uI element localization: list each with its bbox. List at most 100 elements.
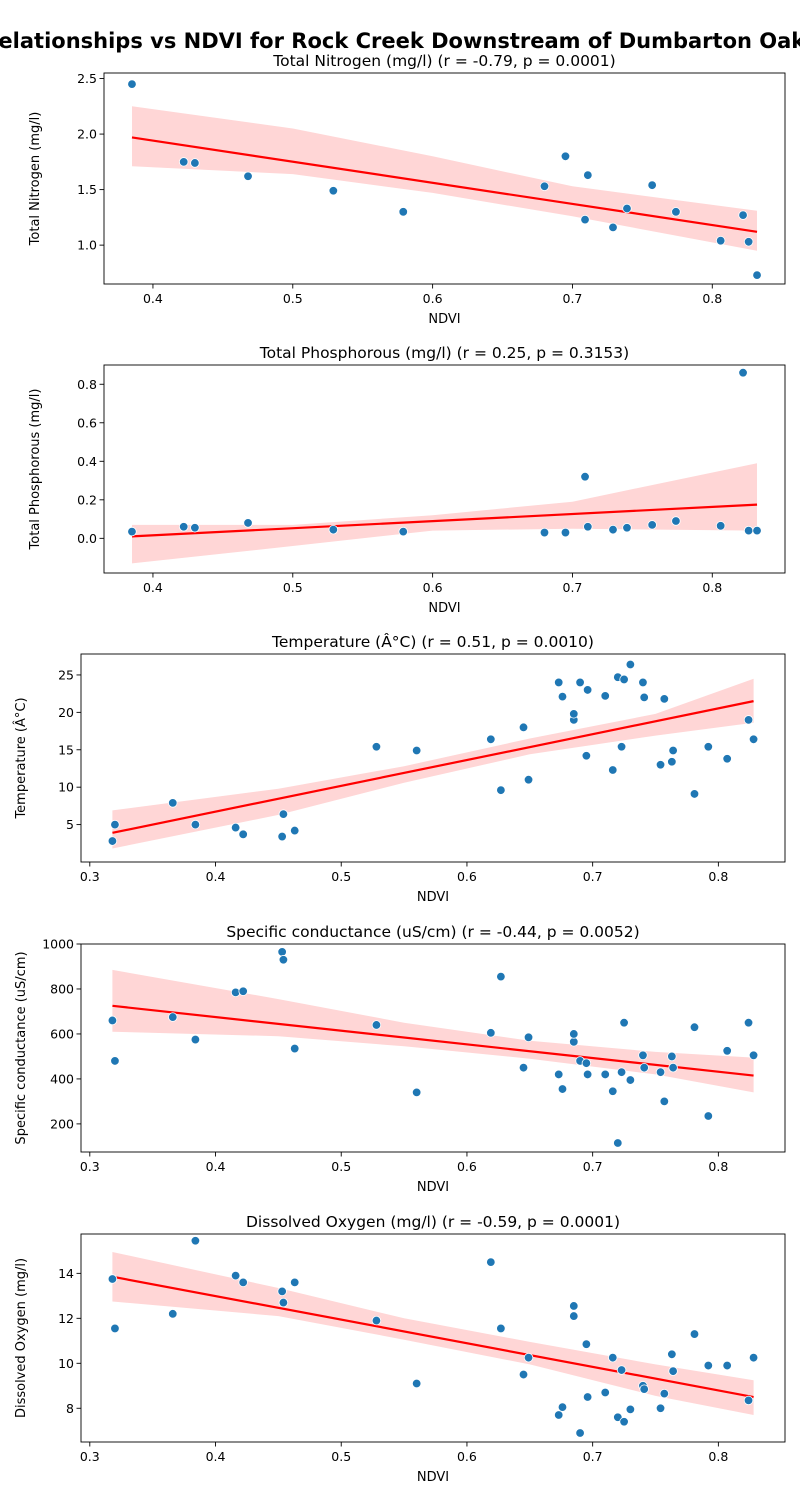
data-point xyxy=(278,1297,289,1308)
data-point xyxy=(290,1043,300,1054)
data-point xyxy=(722,754,732,764)
data-point xyxy=(168,798,178,808)
data-point xyxy=(600,1387,610,1398)
data-point xyxy=(523,1352,534,1363)
data-point xyxy=(179,522,189,532)
x-tick-label: 0.5 xyxy=(331,869,351,884)
panel-4: Specific conductance (uS/cm) (r = -0.44,… xyxy=(14,923,786,1195)
y-tick-label: 2.0 xyxy=(77,127,97,142)
y-tick-label: 8 xyxy=(66,1401,74,1416)
data-point xyxy=(496,1323,506,1334)
x-tick-label: 0.6 xyxy=(423,291,443,306)
data-point xyxy=(616,742,627,752)
data-point xyxy=(243,518,253,528)
x-tick-label: 0.3 xyxy=(80,1449,100,1464)
data-point xyxy=(398,526,408,537)
confidence-band xyxy=(112,969,754,1093)
data-point xyxy=(168,1012,178,1022)
y-tick-label: 15 xyxy=(58,742,74,757)
y-tick-label: 12 xyxy=(58,1311,74,1326)
confidence-band xyxy=(112,1252,754,1415)
data-point xyxy=(411,1087,422,1098)
data-point xyxy=(655,1067,666,1077)
data-point xyxy=(613,1138,623,1148)
data-point xyxy=(689,1022,700,1032)
y-axis-label: Temperature (Â°C) xyxy=(13,697,29,819)
panel-title: Total Nitrogen (mg/l) (r = -0.79, p = 0.… xyxy=(272,52,615,70)
x-tick-label: 0.8 xyxy=(702,580,722,595)
data-point xyxy=(557,691,568,702)
data-point xyxy=(647,520,657,530)
x-axis-label: NDVI xyxy=(428,601,460,616)
data-point xyxy=(569,709,579,719)
x-tick-label: 0.7 xyxy=(563,291,583,306)
data-point xyxy=(190,1236,201,1246)
data-point xyxy=(277,947,287,957)
data-point xyxy=(277,831,287,842)
x-tick-label: 0.8 xyxy=(708,1159,728,1174)
data-point xyxy=(107,1015,118,1026)
data-point xyxy=(722,1046,732,1056)
data-point xyxy=(190,523,200,533)
x-tick-label: 0.4 xyxy=(206,869,226,884)
data-point xyxy=(715,521,726,531)
data-point xyxy=(557,1084,568,1094)
plot-area xyxy=(107,947,759,1148)
data-point xyxy=(560,527,571,538)
data-point xyxy=(238,1277,248,1288)
data-point xyxy=(639,1062,649,1073)
data-point xyxy=(581,1058,592,1068)
data-point xyxy=(168,1309,178,1319)
data-point xyxy=(752,525,762,536)
y-tick-label: 10 xyxy=(58,1356,74,1371)
data-point xyxy=(569,1311,579,1321)
data-point xyxy=(608,524,618,535)
data-point xyxy=(647,180,657,190)
data-point xyxy=(539,527,550,538)
plot-area xyxy=(107,1236,759,1438)
data-point xyxy=(715,235,726,246)
data-point xyxy=(554,677,564,688)
confidence-band xyxy=(132,106,757,251)
y-tick-label: 200 xyxy=(50,1116,74,1131)
x-tick-label: 0.5 xyxy=(331,1159,351,1174)
data-point xyxy=(625,1404,636,1415)
data-point xyxy=(190,1034,201,1045)
data-point xyxy=(689,789,700,799)
data-point xyxy=(738,210,748,220)
data-point xyxy=(290,1277,300,1288)
data-point xyxy=(190,158,200,168)
data-point xyxy=(230,1270,241,1281)
data-point xyxy=(703,742,714,752)
x-tick-label: 0.7 xyxy=(563,580,583,595)
data-point xyxy=(107,1274,118,1284)
x-tick-label: 0.4 xyxy=(143,580,163,595)
x-tick-label: 0.6 xyxy=(457,869,477,884)
panel-2: Total Phosphorous (mg/l) (r = 0.25, p = … xyxy=(28,344,786,616)
y-tick-label: 25 xyxy=(58,667,74,682)
plot-area xyxy=(127,368,762,564)
data-point xyxy=(575,677,585,688)
x-tick-label: 0.3 xyxy=(80,869,100,884)
data-point xyxy=(639,1384,649,1394)
data-point xyxy=(608,765,618,775)
data-point xyxy=(671,207,681,217)
x-tick-label: 0.3 xyxy=(80,1159,100,1174)
regression-line xyxy=(131,503,758,538)
data-point xyxy=(496,971,506,982)
data-point xyxy=(110,1056,120,1066)
y-tick-label: 0.6 xyxy=(77,415,97,430)
data-point xyxy=(582,1069,593,1080)
data-point xyxy=(659,694,670,704)
data-point xyxy=(523,1032,534,1043)
data-point xyxy=(518,1062,529,1073)
y-tick-label: 2.5 xyxy=(77,71,97,86)
x-tick-label: 0.8 xyxy=(708,869,728,884)
x-tick-label: 0.5 xyxy=(283,291,303,306)
data-point xyxy=(743,525,754,536)
data-point xyxy=(539,181,550,191)
data-point xyxy=(659,1388,670,1399)
panels: Total Nitrogen (mg/l) (r = -0.79, p = 0.… xyxy=(13,52,786,1485)
data-point xyxy=(580,472,590,482)
x-tick-label: 0.6 xyxy=(457,1159,477,1174)
